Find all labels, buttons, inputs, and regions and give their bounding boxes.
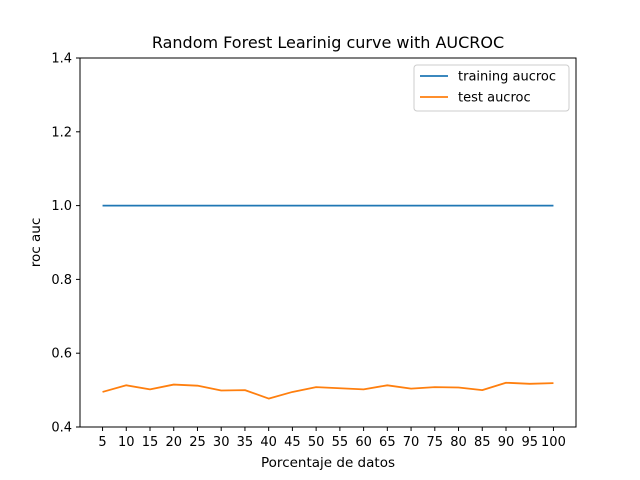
y-tick-label: 0.6 — [51, 347, 72, 362]
chart-title: Random Forest Learinig curve with AUCROC — [152, 33, 504, 52]
x-tick-label: 30 — [213, 435, 230, 450]
x-axis: 5 10 15 20 25 30 35 40 45 50 55 60 65 70 75 80 85 90 95 100 — [98, 427, 566, 450]
x-tick-label: 10 — [118, 435, 135, 450]
series-layer — [102, 204, 554, 400]
legend: training aucroc test aucroc — [413, 64, 570, 112]
x-tick-label: 75 — [427, 435, 444, 450]
y-tick-label: 1.0 — [51, 199, 72, 214]
y-tick-label: 1.4 — [51, 52, 72, 67]
x-tick-label: 90 — [498, 435, 515, 450]
x-tick-label: 60 — [355, 435, 372, 450]
x-tick-label: 35 — [237, 435, 254, 450]
series-line-test — [102, 381, 554, 400]
legend-entry: training aucroc — [458, 70, 556, 85]
x-tick-label: 95 — [521, 435, 538, 450]
y-axis: 0.4 0.6 0.8 1.0 1.2 1.4 — [51, 52, 80, 436]
x-tick-label: 15 — [142, 435, 159, 450]
x-tick-label: 70 — [403, 435, 420, 450]
legend-entry: test aucroc — [458, 91, 531, 106]
x-tick-label: 40 — [260, 435, 277, 450]
x-tick-label: 80 — [450, 435, 467, 450]
x-tick-label: 85 — [474, 435, 491, 450]
x-tick-label: 100 — [541, 435, 566, 450]
plot-frame — [79, 57, 577, 428]
y-tick-label: 0.8 — [51, 273, 72, 288]
x-tick-label: 65 — [379, 435, 396, 450]
y-axis-label: roc auc — [28, 218, 44, 267]
x-tick-label: 5 — [98, 435, 106, 450]
x-tick-label: 45 — [284, 435, 301, 450]
x-tick-label: 20 — [165, 435, 182, 450]
y-tick-label: 1.2 — [51, 125, 72, 140]
legend-box — [413, 64, 570, 112]
x-tick-label: 25 — [189, 435, 206, 450]
x-tick-label: 50 — [308, 435, 325, 450]
y-tick-label: 0.4 — [51, 421, 72, 436]
x-axis-label: Porcentaje de datos — [261, 455, 395, 471]
x-tick-label: 55 — [332, 435, 349, 450]
